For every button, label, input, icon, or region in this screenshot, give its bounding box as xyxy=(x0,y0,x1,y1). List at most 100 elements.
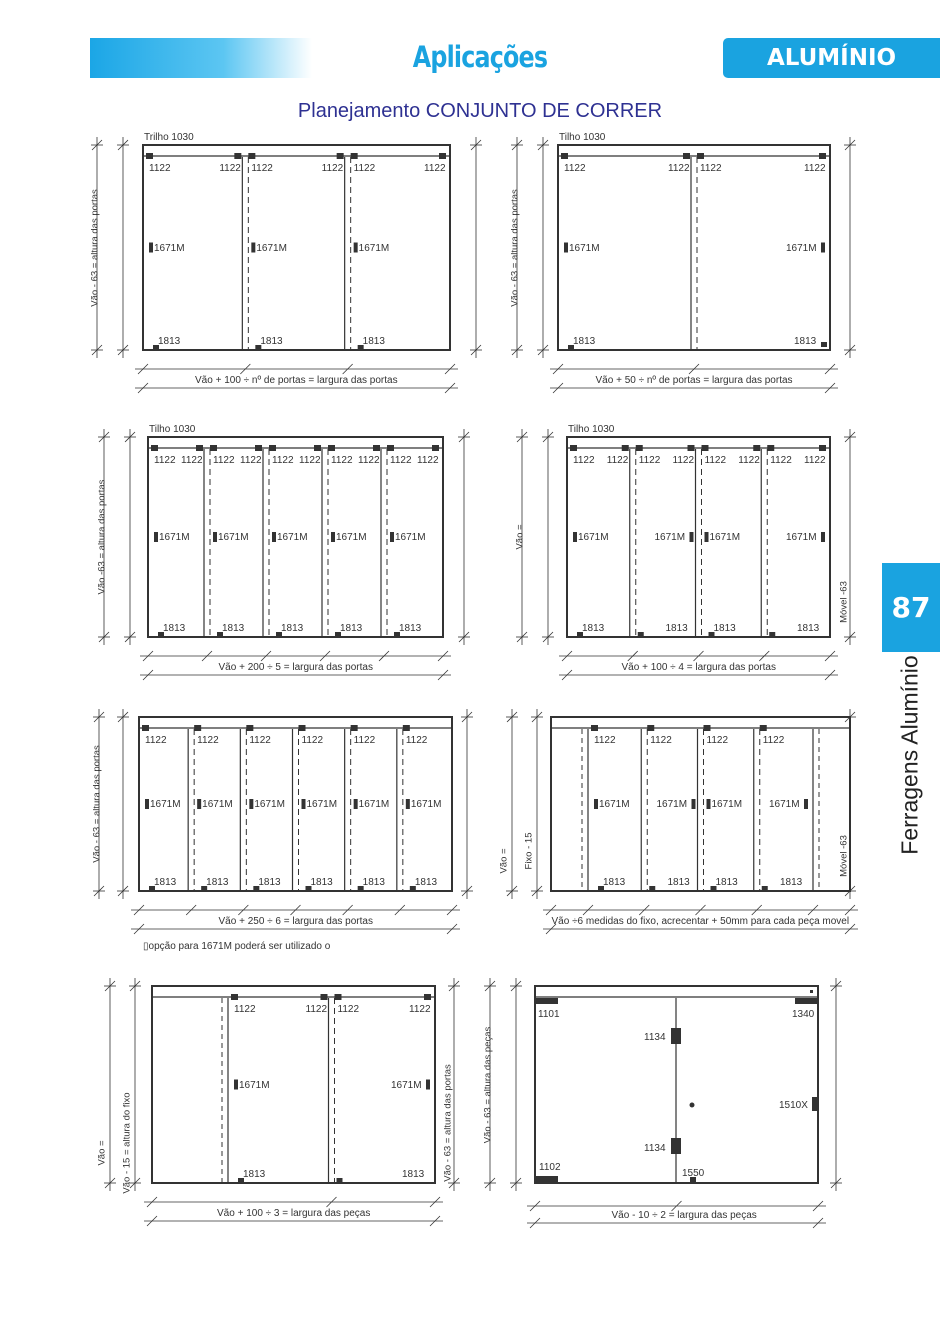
guide-label: 1813 xyxy=(340,623,363,634)
roller-1122 xyxy=(231,994,238,1000)
roller-label: 1122 xyxy=(219,163,241,174)
roller-label: 1122 xyxy=(240,455,262,466)
guide-1813 xyxy=(217,632,223,636)
diagram-frame-3 xyxy=(147,436,444,638)
roller-1122 xyxy=(334,994,342,1000)
handle-label: 1671M xyxy=(709,532,741,543)
handle-label: 1671M xyxy=(239,1079,270,1091)
guide-label: 1813 xyxy=(414,877,438,888)
guide-1813 xyxy=(409,886,416,890)
handle-label: 1671M xyxy=(202,799,233,810)
dimension-tick xyxy=(446,904,458,916)
roller-label: 1122 xyxy=(804,163,826,174)
guide-label: 1813 xyxy=(154,877,177,888)
roller-label: 1122 xyxy=(424,163,446,174)
category-badge: ALUMÍNIO xyxy=(723,38,940,78)
height-label: Fixo - 15 xyxy=(523,832,535,870)
dimension-tick xyxy=(146,1196,158,1208)
height-label: Vão - 63 = altura das portas xyxy=(89,188,101,307)
dimension-tick xyxy=(378,650,390,662)
guide-label: 1813 xyxy=(258,877,281,888)
handle-1671m xyxy=(706,799,711,809)
handle-dot xyxy=(689,1102,695,1108)
roller-label: 1122 xyxy=(301,735,324,746)
guide-1813 xyxy=(305,886,312,890)
guide-1813 xyxy=(336,1178,343,1182)
guide-1813 xyxy=(761,886,768,890)
guide-1813 xyxy=(335,632,341,636)
guide-label: 1813 xyxy=(794,336,817,347)
roller-label: 1122 xyxy=(353,735,376,746)
dimension-tick xyxy=(429,1196,441,1208)
roller-1122 xyxy=(683,153,690,159)
handle-1671m xyxy=(390,532,394,542)
roller-1122 xyxy=(255,445,262,451)
roller-label: 1122 xyxy=(638,455,661,466)
guide-1813 xyxy=(568,345,574,349)
roller-1122 xyxy=(328,445,335,451)
dimension-tick xyxy=(561,669,573,681)
roller-1122 xyxy=(621,445,629,451)
part-label: 1102 xyxy=(539,1162,561,1173)
roller-1122 xyxy=(387,445,394,451)
rail-label: Tilho 1030 xyxy=(568,424,615,435)
handle-1671m xyxy=(426,1079,430,1090)
roller-1122 xyxy=(320,994,328,1000)
roller-label: 1122 xyxy=(594,735,616,746)
dimension-tick xyxy=(444,382,456,394)
handle-label: 1671M xyxy=(395,532,426,543)
width-formula: Vão + 250 ÷ 6 = largura das portas xyxy=(218,916,373,927)
guide-1813 xyxy=(153,345,159,349)
handle-label: 1671M xyxy=(578,532,609,543)
footnote: ▯opção para 1671M poderá ser utilizado o xyxy=(143,941,331,952)
rail-label: Tilho 1030 xyxy=(149,424,196,435)
guide-1813 xyxy=(357,886,364,890)
profile-1101 xyxy=(536,998,558,1004)
handle-1671m xyxy=(331,532,335,542)
roller-1122 xyxy=(701,445,709,451)
roller-label: 1122 xyxy=(299,455,321,466)
height-label: Vão -63 = altura das portas xyxy=(96,479,108,595)
roller-label: 1122 xyxy=(213,455,235,466)
handle-1671m xyxy=(804,799,808,809)
dimension-tick xyxy=(137,363,149,375)
roller-label: 1122 xyxy=(331,455,353,466)
handle-1671m xyxy=(234,1079,238,1090)
page-number-tab: 87 xyxy=(882,563,940,652)
handle-label: 1671M xyxy=(569,242,600,254)
roller-label: 1122 xyxy=(606,455,629,466)
handle-1671m xyxy=(594,799,598,809)
roller-label: 1122 xyxy=(249,735,271,746)
handle-label: 1671M xyxy=(654,532,686,543)
roller-label: 1122 xyxy=(804,455,826,466)
guide-1813 xyxy=(253,886,260,890)
roller-label: 1122 xyxy=(409,1004,431,1015)
guide-label: 1813 xyxy=(582,623,605,634)
guide-1813 xyxy=(637,632,644,636)
height-label: Vão - 63 = altura das peças xyxy=(482,1026,494,1143)
dimension-tick xyxy=(342,904,353,916)
guide-label: 1813 xyxy=(780,877,803,888)
dimension-tick xyxy=(429,1215,441,1227)
diagram-frame-2 xyxy=(557,144,831,351)
roller-1122 xyxy=(424,994,431,1000)
handle-1671m xyxy=(573,532,577,542)
roller-label: 1122 xyxy=(668,163,690,174)
dimension-tick xyxy=(185,904,197,916)
handle-label: 1671M xyxy=(786,532,817,543)
roller-label: 1122 xyxy=(390,455,412,466)
roller-1122 xyxy=(439,153,446,159)
roller-1122 xyxy=(151,445,158,451)
handle-label: 1671M xyxy=(150,799,181,810)
roller-label: 1122 xyxy=(700,163,722,174)
dimension-tick xyxy=(824,382,836,394)
roller-1122 xyxy=(561,153,568,159)
guide-label: 1813 xyxy=(163,623,186,634)
guide-label: 1813 xyxy=(399,623,422,634)
roller-1122 xyxy=(350,725,358,731)
dimension-tick xyxy=(290,904,301,916)
dimension-tick xyxy=(142,650,154,662)
roller-1122 xyxy=(697,153,704,159)
roller-1122 xyxy=(336,153,344,159)
dimension-tick xyxy=(437,669,449,681)
